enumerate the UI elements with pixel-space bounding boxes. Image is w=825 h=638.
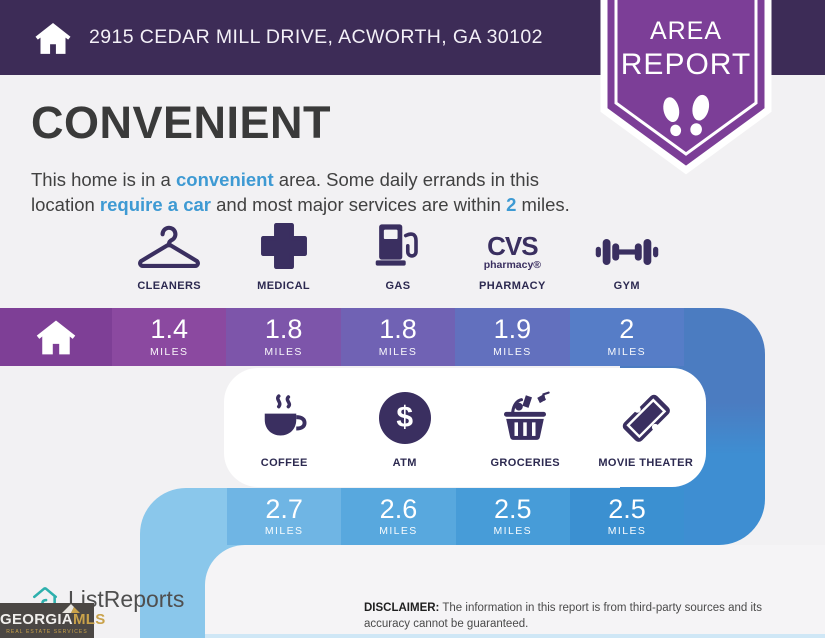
movie-ticket-icon xyxy=(616,387,676,449)
property-address: 2915 CEDAR MILL DRIVE, ACWORTH, GA 30102 xyxy=(89,26,543,48)
amenity-pharmacy: CVS pharmacy® PHARMACY xyxy=(455,212,569,293)
amenity-label: GAS xyxy=(385,280,411,292)
dollar-symbol: $ xyxy=(396,400,414,434)
distance-unit: MILES xyxy=(493,525,532,538)
page-title: CONVENIENT xyxy=(31,97,332,148)
distance-bar-row-2: 2.7 MILES 2.6 MILES 2.5 MILES 2.5 MILES xyxy=(227,488,685,545)
cvs-pharmacy-logo: CVS pharmacy® xyxy=(484,212,541,272)
amenity-coffee: COFFEE xyxy=(224,387,345,469)
distance-bar-row-1: 1.4 MILES 1.8 MILES 1.8 MILES 1.9 MILES … xyxy=(0,308,684,366)
distance-value: 1.4 xyxy=(150,314,188,345)
dumbbell-icon xyxy=(594,212,660,272)
cvs-logo-main: CVS xyxy=(487,230,538,261)
home-icon xyxy=(36,320,76,355)
desc-seg3: and most major services are within xyxy=(210,194,507,216)
amenity-label: PHARMACY xyxy=(478,280,546,292)
distance-value: 2 xyxy=(619,314,635,345)
amenity-movie-theater: MOVIE THEATER xyxy=(586,387,707,469)
amenity-label: CLEANERS xyxy=(137,280,202,292)
georgia-mls-wordmark: GEORGIAMLS xyxy=(0,611,105,628)
amenity-label: GYM xyxy=(613,280,640,292)
distance-value: 2.5 xyxy=(608,493,646,524)
mls-tagline: REAL ESTATE SERVICES xyxy=(6,629,88,635)
desc-seg1: This home is in a xyxy=(31,168,176,190)
disclaimer-text: The information in this report is from t… xyxy=(364,601,762,630)
desc-accent-miles: 2 xyxy=(506,194,517,216)
amenity-groceries: GROCERIES xyxy=(465,387,586,469)
distance-cell-gas: 1.8 MILES xyxy=(340,308,456,366)
desc-seg2: area. Some daily errands in this locatio… xyxy=(31,168,539,216)
distance-cell-coffee: 2.7 MILES xyxy=(227,488,342,545)
home-icon xyxy=(35,22,71,54)
amenity-row-2-card: COFFEE $ ATM xyxy=(224,368,706,487)
distance-value: 2.7 xyxy=(265,493,303,524)
home-start-cell xyxy=(0,308,112,366)
distance-unit: MILES xyxy=(607,345,647,358)
distance-cell-groceries: 2.5 MILES xyxy=(455,488,570,545)
distance-cell-cleaners: 1.4 MILES xyxy=(112,308,227,366)
grocery-basket-icon xyxy=(497,387,553,449)
distance-value: 1.8 xyxy=(379,314,417,345)
distance-value: 2.5 xyxy=(493,493,532,524)
amenity-atm: $ ATM xyxy=(345,387,466,469)
cvs-logo-sub: pharmacy® xyxy=(483,258,542,271)
area-report-badge xyxy=(600,0,772,175)
amenity-gym: GYM xyxy=(570,212,684,292)
distance-cell-pharmacy: 1.9 MILES xyxy=(455,308,570,366)
georgia-mls-logo: GEORGIAMLS REAL ESTATE SERVICES xyxy=(0,603,105,638)
distance-cell-atm: 2.6 MILES xyxy=(341,488,456,545)
amenity-cleaners: CLEANERS xyxy=(112,212,226,292)
distance-value: 2.6 xyxy=(379,493,418,524)
dollar-circle-icon: $ xyxy=(378,387,431,449)
amenity-label: COFFEE xyxy=(260,456,308,469)
desc-accent-convenient: convenient xyxy=(175,168,274,190)
hanger-icon xyxy=(136,212,202,272)
desc-seg4: miles. xyxy=(516,194,570,216)
distance-cell-gym: 2 MILES xyxy=(569,308,684,366)
distance-unit: MILES xyxy=(493,345,532,358)
mls-name-a: GEORGIA xyxy=(0,611,73,628)
amenity-label: MOVIE THEATER xyxy=(598,456,694,469)
distance-unit: MILES xyxy=(264,345,303,358)
mls-name-b: MLS xyxy=(72,611,106,628)
mountain-peak-icon xyxy=(62,604,80,613)
distance-value: 1.9 xyxy=(493,314,532,345)
amenity-label: ATM xyxy=(392,456,417,469)
distance-unit: MILES xyxy=(607,525,647,538)
distance-unit: MILES xyxy=(379,525,418,538)
bottom-panel xyxy=(205,545,825,638)
distance-cell-movie-theater: 2.5 MILES xyxy=(569,488,685,545)
coffee-cup-icon xyxy=(256,387,312,449)
bottom-path-strip xyxy=(205,634,825,638)
distance-unit: MILES xyxy=(149,345,189,358)
distance-cell-medical: 1.8 MILES xyxy=(226,308,341,366)
gas-pump-icon xyxy=(374,212,422,272)
amenity-row-1: CLEANERS MEDICAL GAS xyxy=(112,212,684,292)
desc-accent-require-a-car: require a car xyxy=(99,194,211,216)
medical-cross-icon xyxy=(258,212,310,272)
distance-unit: MILES xyxy=(264,525,304,538)
disclaimer: DISCLAIMER: The information in this repo… xyxy=(364,600,798,632)
amenity-gas: GAS xyxy=(341,212,455,292)
amenity-medical: MEDICAL xyxy=(226,212,340,292)
distance-unit: MILES xyxy=(378,345,418,358)
description: This home is in a convenient area. Some … xyxy=(31,167,587,218)
amenity-label: MEDICAL xyxy=(257,280,311,292)
distance-value: 1.8 xyxy=(264,314,303,345)
amenity-label: GROCERIES xyxy=(490,456,561,469)
disclaimer-label: DISCLAIMER: xyxy=(364,601,440,614)
